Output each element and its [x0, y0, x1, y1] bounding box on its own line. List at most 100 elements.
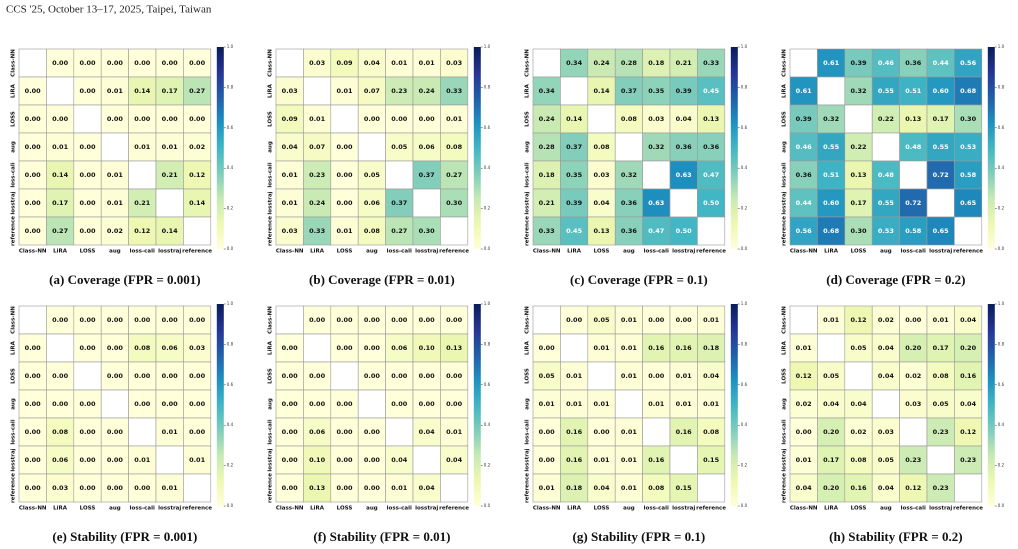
heatmap-cell [46, 216, 75, 246]
heatmap-cell [844, 445, 873, 475]
heatmap-cell [899, 76, 928, 106]
diagonal-cell [560, 76, 589, 106]
cell-label: 0.00 [676, 316, 693, 324]
diagonal-cell [73, 361, 102, 391]
heatmap-cell [871, 76, 900, 106]
x-tick-label: Class-NN [533, 506, 561, 512]
heatmap-cell [844, 160, 873, 190]
diagonal-cell [330, 361, 359, 391]
cell-label: 0.58 [905, 227, 922, 235]
heatmap-cell [412, 76, 441, 106]
cell-label: 0.16 [850, 484, 867, 492]
heatmap-cell [954, 188, 983, 218]
cell-label: 0.53 [960, 143, 976, 151]
heatmap-cell [46, 417, 75, 447]
heatmap-cell [412, 333, 441, 363]
diagonal-cell [100, 132, 129, 162]
cell-label: 0.00 [52, 115, 69, 123]
heatmap-cell [412, 160, 441, 190]
cell-label: 0.14 [566, 115, 583, 123]
cell-label: 0.24 [419, 87, 436, 95]
y-tick-label: loss-cali [782, 419, 788, 444]
heatmap-cell [155, 160, 184, 190]
y-tick-label: LiRA [268, 83, 274, 98]
heatmap-cell [817, 361, 846, 391]
cell-label: 0.00 [134, 372, 151, 380]
cell-label: 0.00 [79, 87, 96, 95]
diagonal-cell [899, 417, 928, 447]
cell-label: 0.08 [446, 143, 463, 151]
heatmap-cell [587, 389, 616, 419]
cell-label: 0.56 [960, 59, 977, 67]
heatmap-cell [128, 389, 157, 419]
colorbar [473, 47, 481, 249]
cell-label: 0.01 [446, 428, 463, 436]
cell-label: 0.01 [593, 344, 610, 352]
cell-label: 0.04 [446, 456, 463, 464]
cell-label: 0.03 [648, 115, 664, 123]
x-tick-label: reference [439, 249, 469, 255]
cell-label: 0.72 [905, 199, 921, 207]
cell-label: 0.35 [648, 87, 665, 95]
diagonal-cell [128, 160, 157, 190]
diagonal-cell [303, 76, 332, 106]
heatmap-cell [642, 361, 671, 391]
heatmap-panel: 0.01 0.12 0.02 0.00 0.01 0.040.01 0.05 0.04 0.20… [782, 301, 1005, 544]
heatmap-cell [46, 445, 75, 475]
diagonal-cell [155, 188, 184, 218]
heatmap-cell [385, 76, 414, 106]
cell-label: 0.17 [933, 344, 949, 352]
colorbar [987, 304, 995, 506]
cell-label: 0.00 [419, 372, 436, 380]
y-tick-label: loss-cali [782, 162, 788, 187]
heatmap-cell [697, 361, 726, 391]
cell-label: 0.01 [676, 372, 693, 380]
heatmap-cell [183, 160, 212, 190]
cell-label: 0.00 [539, 428, 556, 436]
heatmap-panel: 0.00 0.00 0.00 0.00 0.00 0.00 0.00 0.00 0.01 0.14… [11, 44, 234, 287]
diagonal-cell [587, 104, 616, 134]
cell-label: 0.39 [850, 59, 867, 67]
colorbar-tick-label: 0.0 [741, 503, 748, 508]
diagonal-cell [385, 160, 414, 190]
cell-label: 0.65 [933, 227, 950, 235]
x-tick-label: losstraj [672, 506, 695, 512]
cell-label: 0.01 [162, 484, 179, 492]
heatmap-cell [183, 305, 212, 335]
heatmap-cell [440, 76, 469, 106]
cell-label: 0.37 [566, 143, 582, 151]
colorbar-tick-label: 1.0 [741, 44, 748, 49]
cell-label: 0.39 [796, 115, 813, 123]
cell-label: 0.00 [107, 115, 124, 123]
cell-label: 0.02 [796, 400, 812, 408]
cell-label: 0.00 [336, 199, 353, 207]
heatmap-panel: 0.00 0.05 0.01 0.00 0.00 0.01 0.00 0.01 0.01 0.16… [525, 301, 748, 544]
heatmap-cell [412, 473, 441, 503]
cell-label: 0.00 [282, 344, 299, 352]
heatmap-cell [642, 104, 671, 134]
cell-label: 0.12 [134, 227, 150, 235]
x-tick-label: losstraj [415, 249, 438, 255]
cell-label: 0.72 [933, 171, 949, 179]
cell-label: 0.00 [107, 372, 124, 380]
heatmap-cell [440, 445, 469, 475]
cell-label: 0.00 [134, 400, 151, 408]
cell-label: 0.00 [107, 484, 124, 492]
x-tick-label: aug [109, 249, 121, 255]
cell-label: 0.01 [566, 400, 583, 408]
cell-label: 0.08 [703, 428, 720, 436]
running-header: CCS '25, October 13–17, 2025, Taipei, Ta… [6, 4, 212, 16]
diagonal-cell [587, 361, 616, 391]
cell-label: 0.06 [162, 344, 179, 352]
cell-label: 0.30 [960, 115, 977, 123]
cell-label: 0.06 [419, 143, 436, 151]
cell-label: 0.55 [823, 143, 840, 151]
x-tick-label: LOSS [80, 249, 96, 255]
heatmap-cell [303, 445, 332, 475]
heatmap-cell [440, 160, 469, 190]
heatmap-cell [697, 445, 726, 475]
cell-label: 0.00 [107, 59, 124, 67]
heatmap-cell [697, 104, 726, 134]
heatmap-cell [303, 417, 332, 447]
